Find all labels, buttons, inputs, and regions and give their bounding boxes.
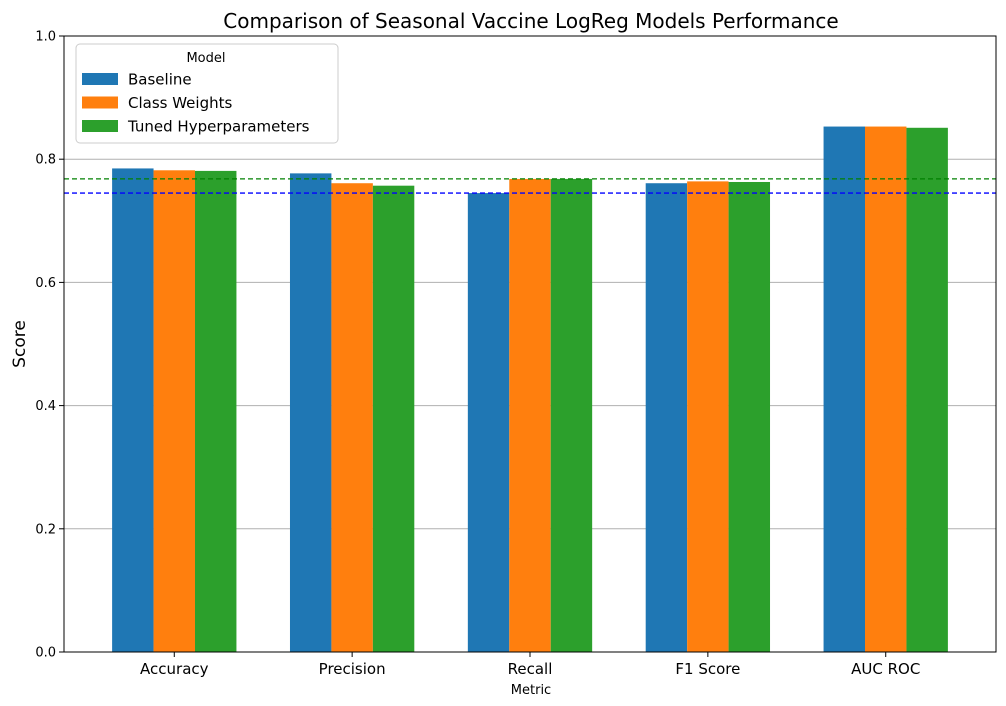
legend-label: Class Weights: [128, 94, 232, 112]
bar: [509, 178, 551, 653]
bar: [289, 173, 332, 653]
bar: [823, 126, 866, 652]
y-tick-label: 1.0: [35, 30, 56, 45]
bar: [687, 181, 729, 652]
chart-title: Comparison of Seasonal Vaccine LogReg Mo…: [223, 9, 838, 33]
y-tick-label: 0.2: [35, 522, 56, 537]
bar: [645, 183, 688, 652]
legend-box: [75, 43, 339, 144]
x-tick-label: AUC ROC: [851, 660, 920, 678]
bar: [153, 170, 195, 652]
y-tick-label: 0.4: [35, 399, 56, 414]
y-tick-label: 0.8: [35, 153, 56, 168]
x-tick-label: Recall: [508, 660, 553, 678]
bar: [194, 170, 237, 653]
bar: [331, 183, 373, 652]
legend-swatch: [82, 96, 118, 109]
legend-title: Model: [186, 51, 225, 66]
legend-label: Tuned Hyperparameters: [127, 118, 310, 136]
legend: Model Baseline Class Weights Tuned Hyperpa…: [75, 43, 339, 144]
y-tick-label: 0.6: [35, 276, 56, 291]
x-axis-label: Metric: [511, 683, 551, 698]
x-tick-label: Precision: [319, 660, 386, 678]
bar: [906, 127, 948, 652]
y-axis-label: Score: [10, 320, 30, 368]
x-tick-label: Accuracy: [140, 660, 209, 678]
x-tick-label: F1 Score: [675, 660, 740, 678]
legend-label: Baseline: [128, 71, 192, 89]
legend-swatch: [82, 73, 118, 85]
y-axis: 0.0 0.2 0.4 0.6 0.8 1.0: [35, 30, 64, 661]
bar: [112, 168, 154, 652]
bar: [550, 178, 593, 653]
bars: [112, 126, 948, 653]
reference-lines: [64, 178, 996, 194]
y-tick-label: 0.0: [35, 646, 56, 661]
bar: [728, 181, 771, 652]
bar: [467, 193, 510, 652]
bar: [865, 126, 907, 652]
legend-swatch: [82, 120, 118, 132]
x-axis: Accuracy Precision Recall F1 Score AUC ROC: [140, 652, 920, 678]
legend-entries: Baseline Class Weights Tuned Hyperparamete…: [82, 71, 310, 136]
bar: [372, 185, 415, 653]
